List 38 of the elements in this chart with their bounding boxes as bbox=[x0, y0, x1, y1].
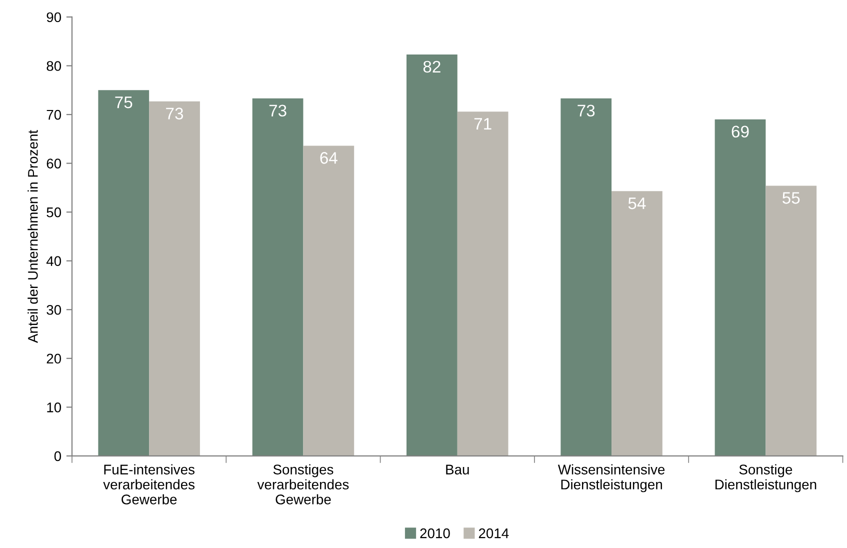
bar bbox=[98, 90, 150, 456]
data-label: 75 bbox=[115, 96, 132, 108]
data-label: 64 bbox=[320, 152, 338, 164]
bar bbox=[714, 119, 766, 456]
x-tick-label: Sonstiges verarbeitendes Gewerbe bbox=[257, 464, 349, 504]
data-label: 73 bbox=[578, 104, 595, 117]
y-tick-label: 30 bbox=[46, 304, 62, 315]
x-tick-label: Sonstige Dienstleistungen bbox=[715, 464, 816, 492]
bar bbox=[406, 54, 458, 456]
legend-label: 2014 bbox=[478, 528, 509, 538]
y-tick-label: 20 bbox=[46, 354, 62, 364]
y-tick-label: 40 bbox=[46, 256, 62, 266]
y-tick-label: 90 bbox=[46, 12, 62, 22]
y-tick-label: 60 bbox=[46, 158, 62, 168]
y-tick-label: 0 bbox=[54, 451, 62, 462]
data-label: 55 bbox=[782, 192, 800, 204]
data-label: 69 bbox=[732, 126, 749, 138]
bar bbox=[612, 191, 662, 456]
bar bbox=[149, 101, 200, 456]
y-tick-label: 50 bbox=[46, 207, 62, 218]
data-label: 71 bbox=[474, 118, 492, 130]
data-label: 82 bbox=[423, 60, 440, 73]
bar bbox=[252, 98, 304, 456]
legend-label: 2010 bbox=[420, 528, 450, 538]
y-axis-title: Anteil der Unternehmen in Prozent bbox=[28, 130, 38, 343]
bar bbox=[560, 98, 612, 456]
x-tick-label: Wissensintensive Dienstleistungen bbox=[558, 464, 665, 492]
y-tick-label: 70 bbox=[46, 110, 62, 120]
data-label: 73 bbox=[166, 108, 184, 120]
bar bbox=[303, 146, 354, 456]
x-tick-label: FuE-intensives verarbeitendes Gewerbe bbox=[103, 464, 195, 504]
data-label: 73 bbox=[269, 104, 286, 117]
data-label: 54 bbox=[628, 198, 646, 210]
y-tick-label: 10 bbox=[47, 402, 62, 412]
bar bbox=[457, 112, 508, 456]
y-tick-label: 80 bbox=[46, 61, 62, 71]
x-tick-label: Bau bbox=[446, 464, 469, 474]
bar bbox=[766, 186, 817, 456]
